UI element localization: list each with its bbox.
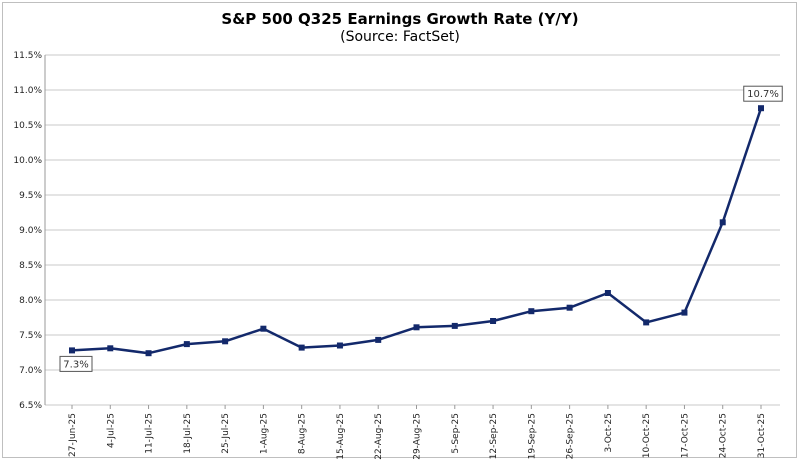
x-tick-label: 12-Sep-25 [489,413,499,459]
y-tick-label: 7.0% [19,366,42,376]
x-tick-label: 10-Oct-25 [642,413,652,458]
data-point [490,318,497,324]
data-point [758,105,764,112]
data-point [69,347,75,354]
data-label-box [743,85,783,102]
data-label: 7.3% [59,355,93,372]
x-tick-label: 29-Aug-25 [413,413,423,460]
y-tick-label: 7.5% [19,331,42,341]
data-point [681,309,688,316]
y-tick-label: 11.0% [13,86,42,96]
x-tick-label: 1-Aug-25 [259,413,269,454]
data-point [566,304,573,311]
data-point [336,342,343,349]
x-tick-label: 3-Oct-25 [604,413,614,453]
chart-title: S&P 500 Q325 Earnings Growth Rate (Y/Y) [221,10,579,28]
data-label-box [59,355,93,372]
x-tick-label: 22-Aug-25 [374,413,384,460]
x-tick-label: 26-Sep-25 [566,413,576,459]
data-point [413,324,420,331]
x-tick-label: 17-Oct-25 [680,413,690,458]
x-tick-label: 11-Jul-25 [145,413,155,454]
x-tick-label: 24-Oct-25 [719,413,729,458]
y-tick-label: 6.5% [19,401,42,411]
data-label-text: 7.3% [63,359,88,370]
data-point [183,341,190,348]
y-tick-label: 11.5% [13,51,42,61]
y-tick-label: 10.0% [13,156,42,166]
data-point [375,336,382,343]
x-tick-label: 15-Aug-25 [336,413,346,460]
data-label-text: 10.7% [747,89,779,100]
data-point [222,338,229,345]
x-tick-label: 8-Aug-25 [298,413,308,454]
data-point [528,308,535,315]
data-point [260,325,267,332]
y-tick-label: 8.5% [19,261,42,271]
x-tick-label: 27-Jun-25 [68,413,78,457]
data-point [604,290,611,296]
data-point [451,322,458,329]
data-point [643,319,650,326]
series-line [71,107,763,355]
y-tick-label: 10.5% [13,121,42,131]
y-tick-label: 9.5% [19,191,42,201]
data-label: 10.7% [743,85,783,102]
chart-subtitle: (Source: FactSet) [340,29,460,45]
data-point [719,219,726,226]
x-tick-label: 18-Jul-25 [183,413,193,454]
data-point [298,344,305,351]
data-point [107,345,114,352]
x-tick-label: 4-Jul-25 [106,413,116,448]
x-tick-label: 25-Jul-25 [221,413,231,454]
y-tick-label: 9.0% [19,226,42,236]
x-tick-label: 31-Oct-25 [757,413,767,458]
x-tick-label: 5-Sep-25 [451,413,461,454]
y-tick-label: 8.0% [19,296,42,306]
x-tick-label: 19-Sep-25 [527,413,537,459]
data-point [145,350,152,357]
